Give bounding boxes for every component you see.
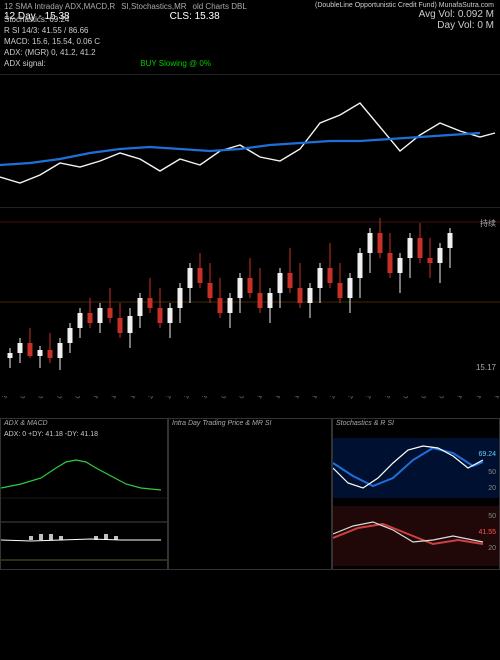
header-right-info: (DoubleLine Opportunistic Credit Fund) M… <box>315 2 494 31</box>
stochastics-panel: Stochastics & R SI 69.24 50 20 50 41.55 20 <box>332 418 500 570</box>
date-tick: 30 Nov <box>202 396 222 408</box>
date-tick: 10 Dec <box>257 396 277 408</box>
svg-text:20: 20 <box>488 545 496 552</box>
date-tick: 01 Nov <box>20 396 40 408</box>
macd-line: MACD: 15.6, 15.54, 0.06 C <box>4 36 211 47</box>
date-tick: 28 Nov <box>184 396 204 408</box>
svg-text:持续: 持续 <box>480 218 496 228</box>
day-vol: Day Vol: 0 M <box>315 20 494 31</box>
candlestick-chart: 持续 15.17 <box>0 207 500 396</box>
adx-signal-row: ADX signal: BUY Slowing @ 0% <box>4 58 211 69</box>
date-tick: 12 Dec <box>275 396 295 408</box>
header-right-small: (DoubleLine Opportunistic Credit Fund) M… <box>315 2 494 9</box>
date-tick: 05 Nov <box>38 396 58 408</box>
date-tick: 15 Nov <box>111 396 131 408</box>
adx-macd-panel: ADX & MACD ADX: 0 +DY: 41.18 -DY: 41.18 <box>0 418 168 570</box>
date-tick: 06 Dec <box>239 396 259 408</box>
adx-signal-label: ADX signal: <box>4 59 46 68</box>
header-mid-small: SI,Stochastics,MR <box>121 2 186 11</box>
chart-header: 12 SMA Intraday ADX,MACD,R SI,Stochastic… <box>0 0 500 74</box>
ma-line-chart <box>0 74 500 207</box>
date-tick: 20 Dec <box>330 396 350 408</box>
date-tick: 07 Jan <box>421 396 441 408</box>
header-left-small: 12 SMA Intraday ADX,MACD,R <box>4 2 115 11</box>
date-tick: 14 Dec <box>294 396 314 408</box>
svg-text:15.17: 15.17 <box>476 363 497 372</box>
header-mid-small2: old Charts DBL <box>193 2 247 11</box>
svg-text:41.55: 41.55 <box>478 529 496 536</box>
intraday-title: Intra Day Trading Price & MR SI <box>169 419 331 428</box>
date-tick: 13 Nov <box>93 396 113 408</box>
svg-text:69.24: 69.24 <box>478 451 496 458</box>
indicator-block: Stochastics: 69.24 R SI 14/3: 41.55 / 86… <box>4 14 211 69</box>
adx-line: ADX: (MGR) 0, 41.2, 41.2 <box>4 47 211 58</box>
date-tick: 24 Dec <box>348 396 368 408</box>
date-tick: 15 Jan <box>476 396 496 408</box>
svg-text:50: 50 <box>488 469 496 476</box>
date-tick: 18 Dec <box>312 396 332 408</box>
date-tick: 11 Jan <box>457 396 477 408</box>
adx-macd-title: ADX & MACD <box>1 419 167 428</box>
lower-panels: ADX & MACD ADX: 0 +DY: 41.18 -DY: 41.18 … <box>0 418 500 570</box>
date-tick: 09 Jan <box>439 396 459 408</box>
date-tick: 07 Nov <box>57 396 77 408</box>
intraday-panel: Intra Day Trading Price & MR SI <box>168 418 332 570</box>
date-tick: 27 Dec <box>366 396 386 408</box>
stochastics-title: Stochastics & R SI <box>333 419 499 428</box>
svg-text:20: 20 <box>488 485 496 492</box>
date-tick: 03 Jan <box>403 396 423 408</box>
svg-text:50: 50 <box>488 513 496 520</box>
date-tick: 30 Oct <box>2 396 22 408</box>
stochastics-line: Stochastics: 69.24 <box>4 14 211 25</box>
adx-values: ADX: 0 +DY: 41.18 -DY: 41.18 <box>4 431 98 438</box>
date-tick: 21 Nov <box>148 396 168 408</box>
date-tick: 04 Dec <box>221 396 241 408</box>
date-tick: 19 Nov <box>130 396 150 408</box>
avg-vol: Avg Vol: 0.092 M <box>315 9 494 20</box>
date-axis: 30 Oct01 Nov05 Nov07 Nov09 Nov13 Nov15 N… <box>0 396 500 418</box>
date-tick: 26 Nov <box>166 396 186 408</box>
adx-signal-value: BUY Slowing @ 0% <box>140 59 211 68</box>
date-tick: 09 Nov <box>75 396 95 408</box>
rsi-line: R SI 14/3: 41.55 / 86.66 <box>4 25 211 36</box>
date-tick: 31 Dec <box>385 396 405 408</box>
